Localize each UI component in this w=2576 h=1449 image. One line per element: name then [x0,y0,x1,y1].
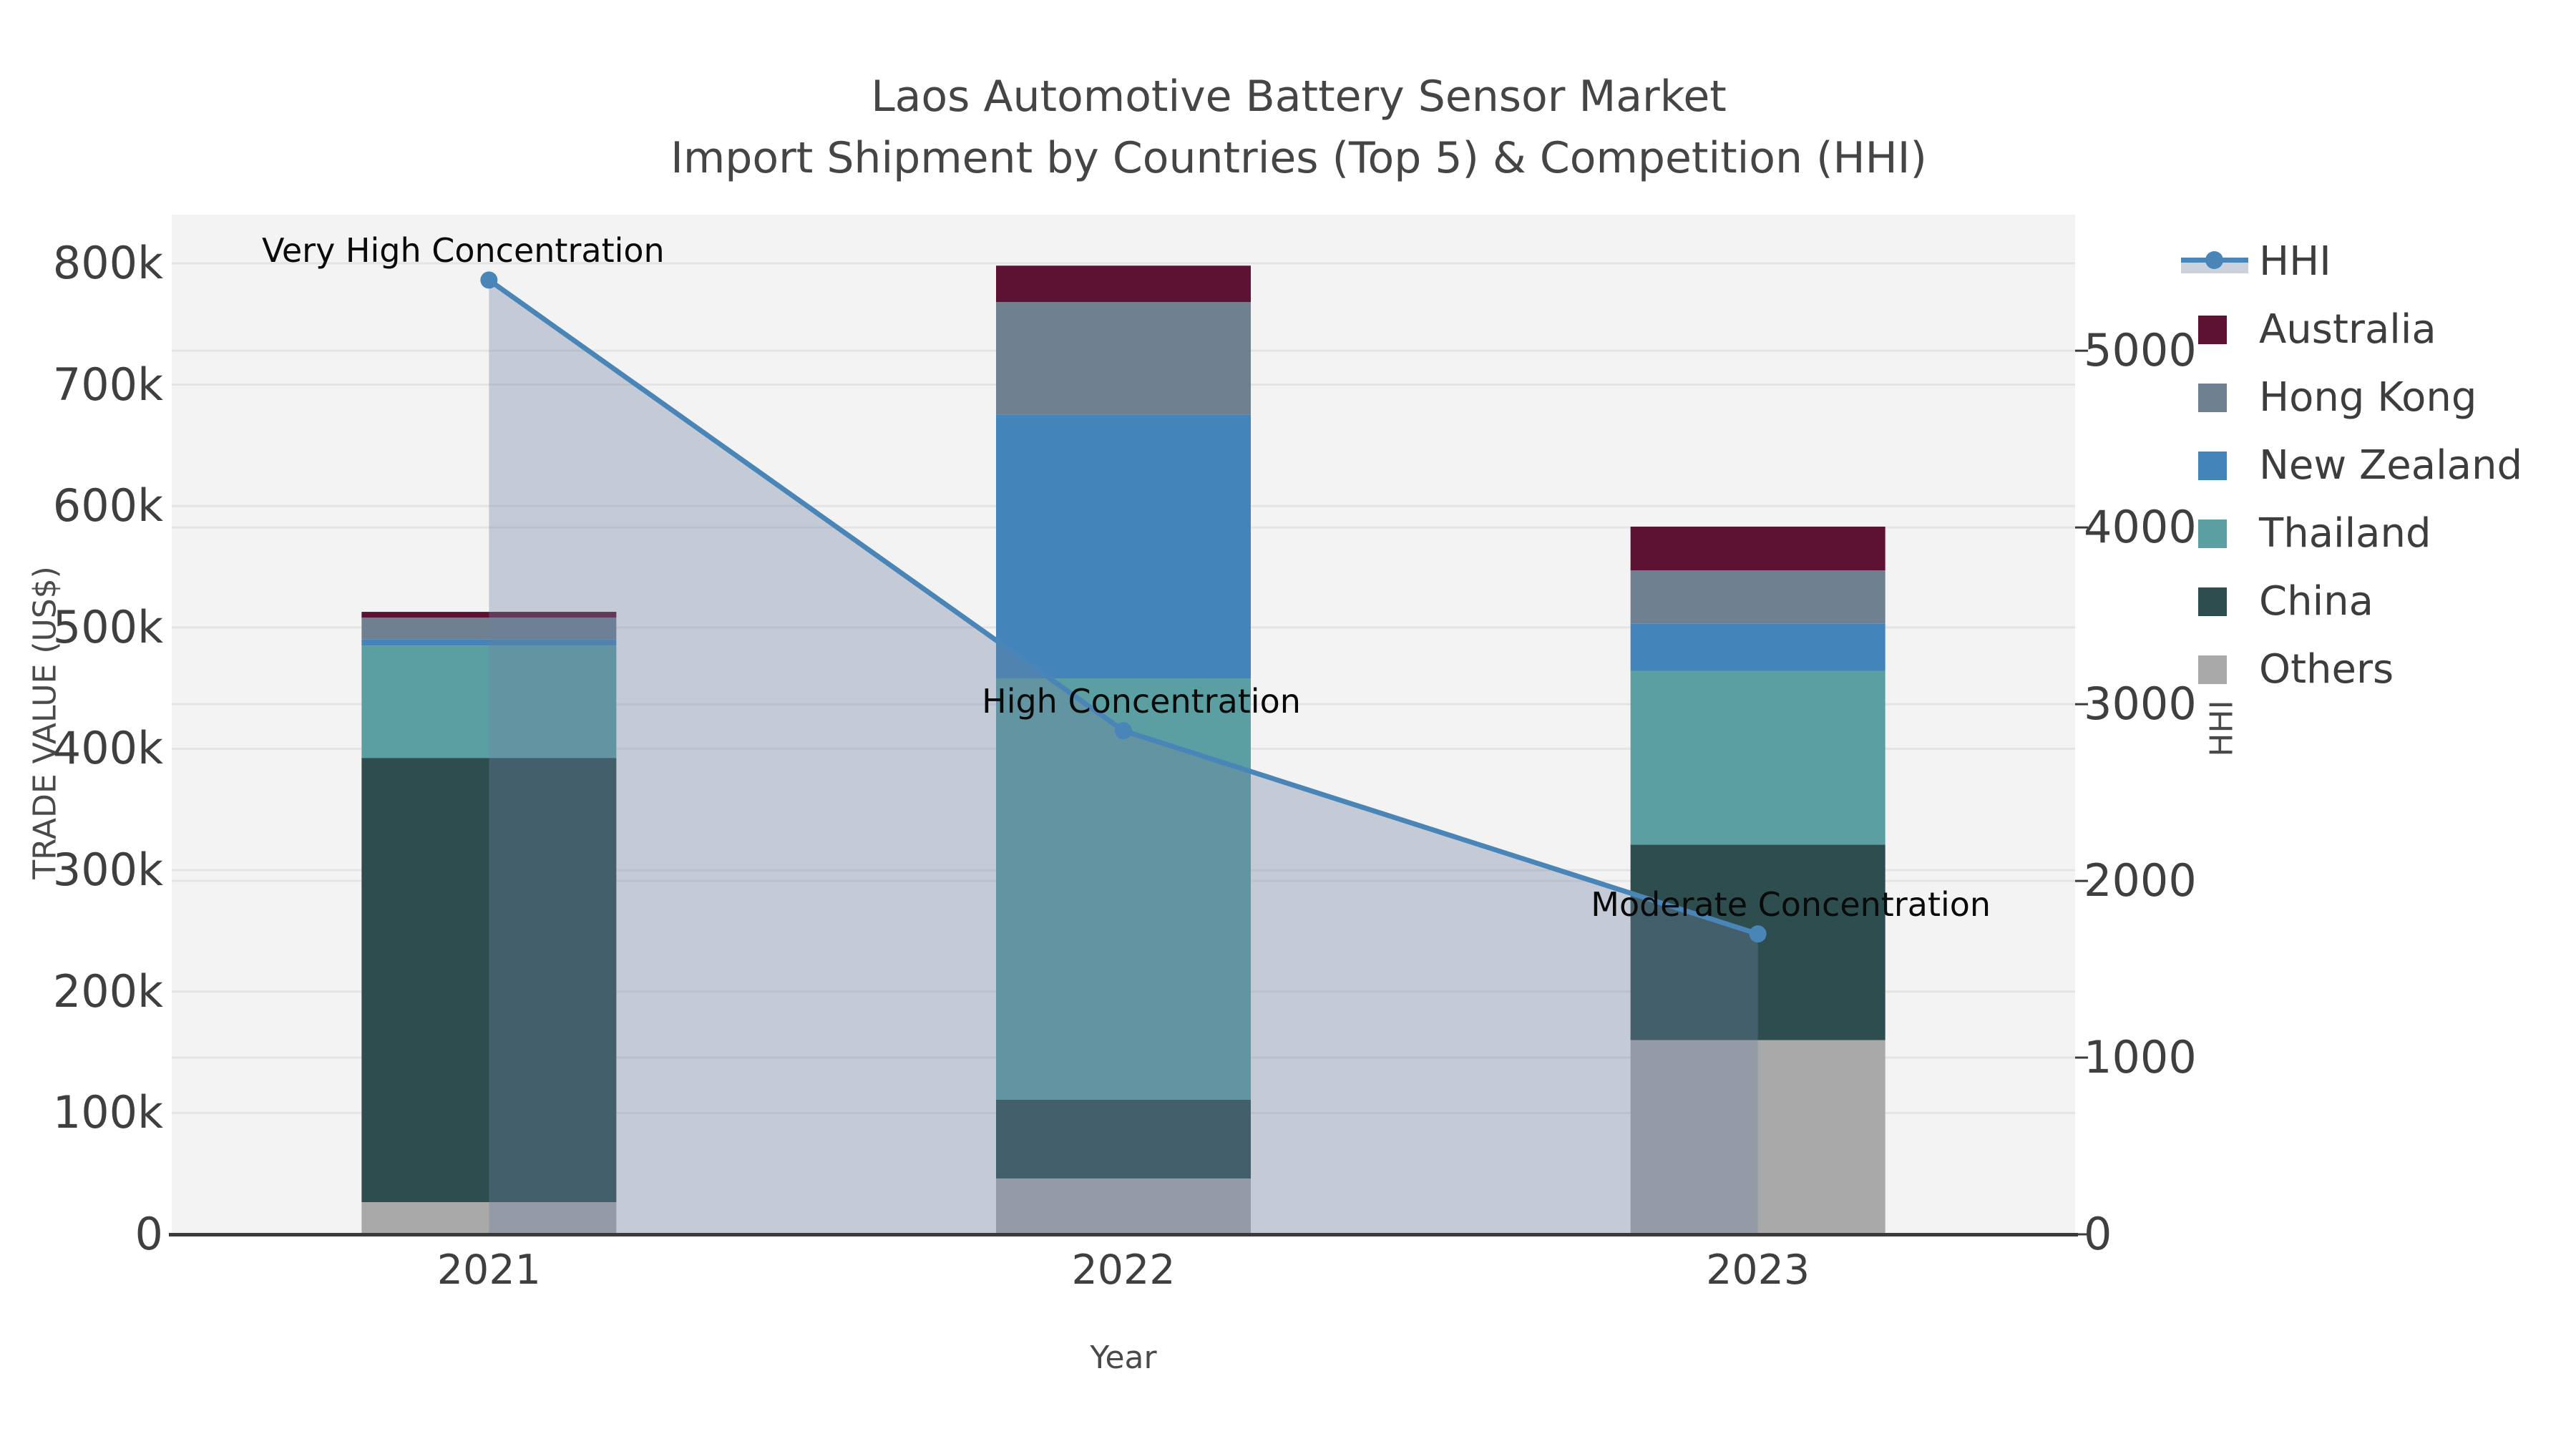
right-tick-label: 2000 [2084,854,2197,907]
left-tick-label: 800k [52,236,163,289]
legend-swatch [2198,451,2227,480]
legend-label: Others [2259,646,2394,693]
right-tick-label: 0 [2084,1208,2112,1260]
x-tick-label: 2022 [1071,1246,1176,1294]
left-tick-label: 400k [52,722,163,775]
left-tick-label: 500k [52,600,163,653]
hhi-annotation: Moderate Concentration [1591,885,1991,924]
legend-swatch [2198,655,2227,684]
legend-item-australia: Australia [2181,296,2522,364]
left-tick-label: 100k [52,1086,163,1139]
legend-label: HHI [2259,238,2331,285]
right-tick-label: 5000 [2084,324,2197,377]
hhi-annotation: High Concentration [982,682,1301,721]
legend-item-new-zealand: New Zealand [2181,431,2522,499]
right-axis-title: HHI [2203,700,2240,757]
left-tick-label: 200k [52,965,163,1018]
left-tick-label: 600k [52,479,163,532]
legend-item-hong-kong: Hong Kong [2181,364,2522,431]
legend-label: Thailand [2259,510,2431,557]
legend-label: Australia [2259,306,2436,353]
legend-label: New Zealand [2259,442,2522,489]
legend-item-china: China [2181,567,2522,635]
legend-swatch [2198,383,2227,412]
hhi-marker-swatch [2205,250,2223,269]
legend-item-thailand: Thailand [2181,499,2522,567]
legend-item-hhi: HHI [2181,228,2522,296]
x-tick-label: 2023 [1706,1246,1810,1294]
hhi-line-swatch-icon [2181,248,2248,276]
x-axis-title: Year [1090,1340,1157,1376]
left-tick-label: 300k [52,844,163,897]
right-tick-label: 1000 [2084,1031,2197,1084]
left-tick-label: 0 [135,1208,163,1260]
chart-subtitle: Import Shipment by Countries (Top 5) & C… [670,133,1927,183]
legend-swatch [2198,519,2227,548]
legend-swatch [2198,315,2227,344]
hhi-annotation: Very High Concentration [261,231,665,270]
legend-item-others: Others [2181,635,2522,703]
chart-title: Laos Automotive Battery Sensor Market [871,72,1727,122]
x-tick-label: 2021 [436,1246,541,1294]
legend-label: China [2259,578,2373,625]
left-tick-label: 700k [52,358,163,411]
chart-legend: HHI Australia Hong Kong New Zealand Thai… [2181,228,2522,703]
legend-swatch [2198,587,2227,616]
legend-label: Hong Kong [2259,374,2477,421]
right-tick-label: 3000 [2084,678,2197,731]
right-tick-label: 4000 [2084,501,2197,554]
